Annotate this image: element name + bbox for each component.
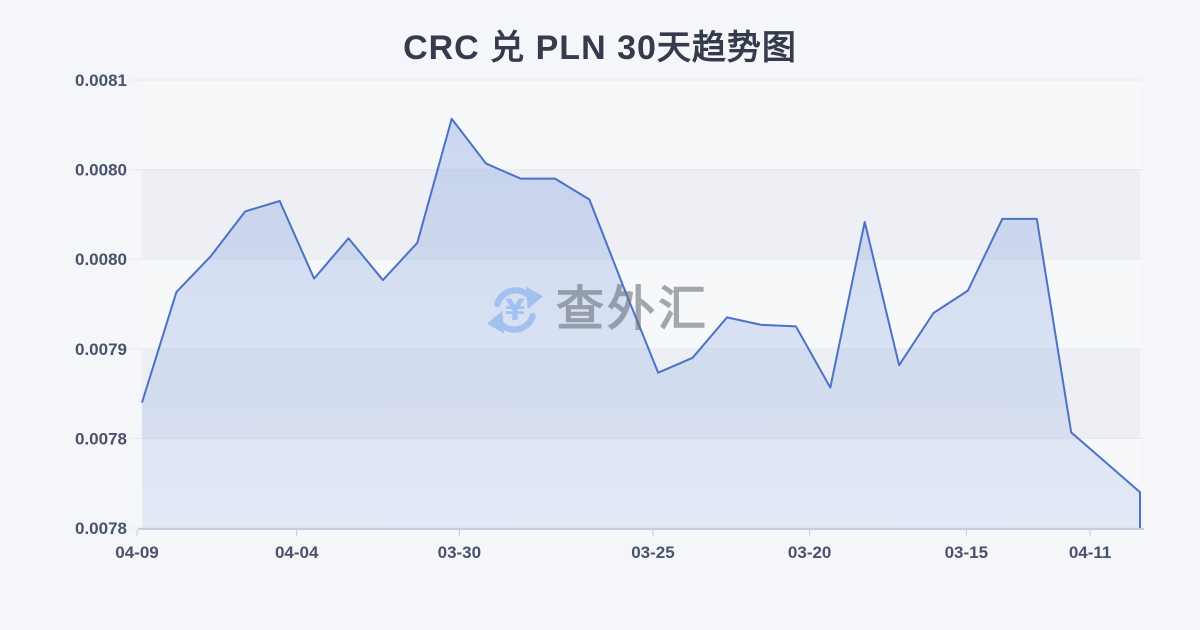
x-axis-label: 04-09 — [115, 543, 158, 562]
x-axis-label: 03-25 — [631, 543, 674, 562]
trend-line — [141, 117, 1141, 528]
y-axis-label: 0.0081 — [75, 71, 127, 90]
trend-area — [142, 118, 1140, 529]
y-axis-label: 0.0078 — [75, 519, 127, 538]
x-axis-label: 04-11 — [1069, 543, 1112, 562]
split-area-band — [142, 169, 1140, 260]
y-axis-label: 0.0080 — [75, 250, 127, 269]
split-area-band — [142, 80, 1140, 170]
x-axis-label: 03-15 — [945, 543, 988, 562]
x-axis-label: 03-20 — [788, 543, 831, 562]
y-axis-label: 0.0078 — [75, 429, 127, 448]
x-axis-label: 03-30 — [438, 543, 481, 562]
y-axis-label: 0.0079 — [75, 340, 127, 359]
x-axis-label: 04-04 — [275, 543, 319, 562]
chart-title: CRC 兑 PLN 30天趋势图 — [403, 29, 797, 67]
y-axis-label: 0.0080 — [75, 161, 127, 180]
